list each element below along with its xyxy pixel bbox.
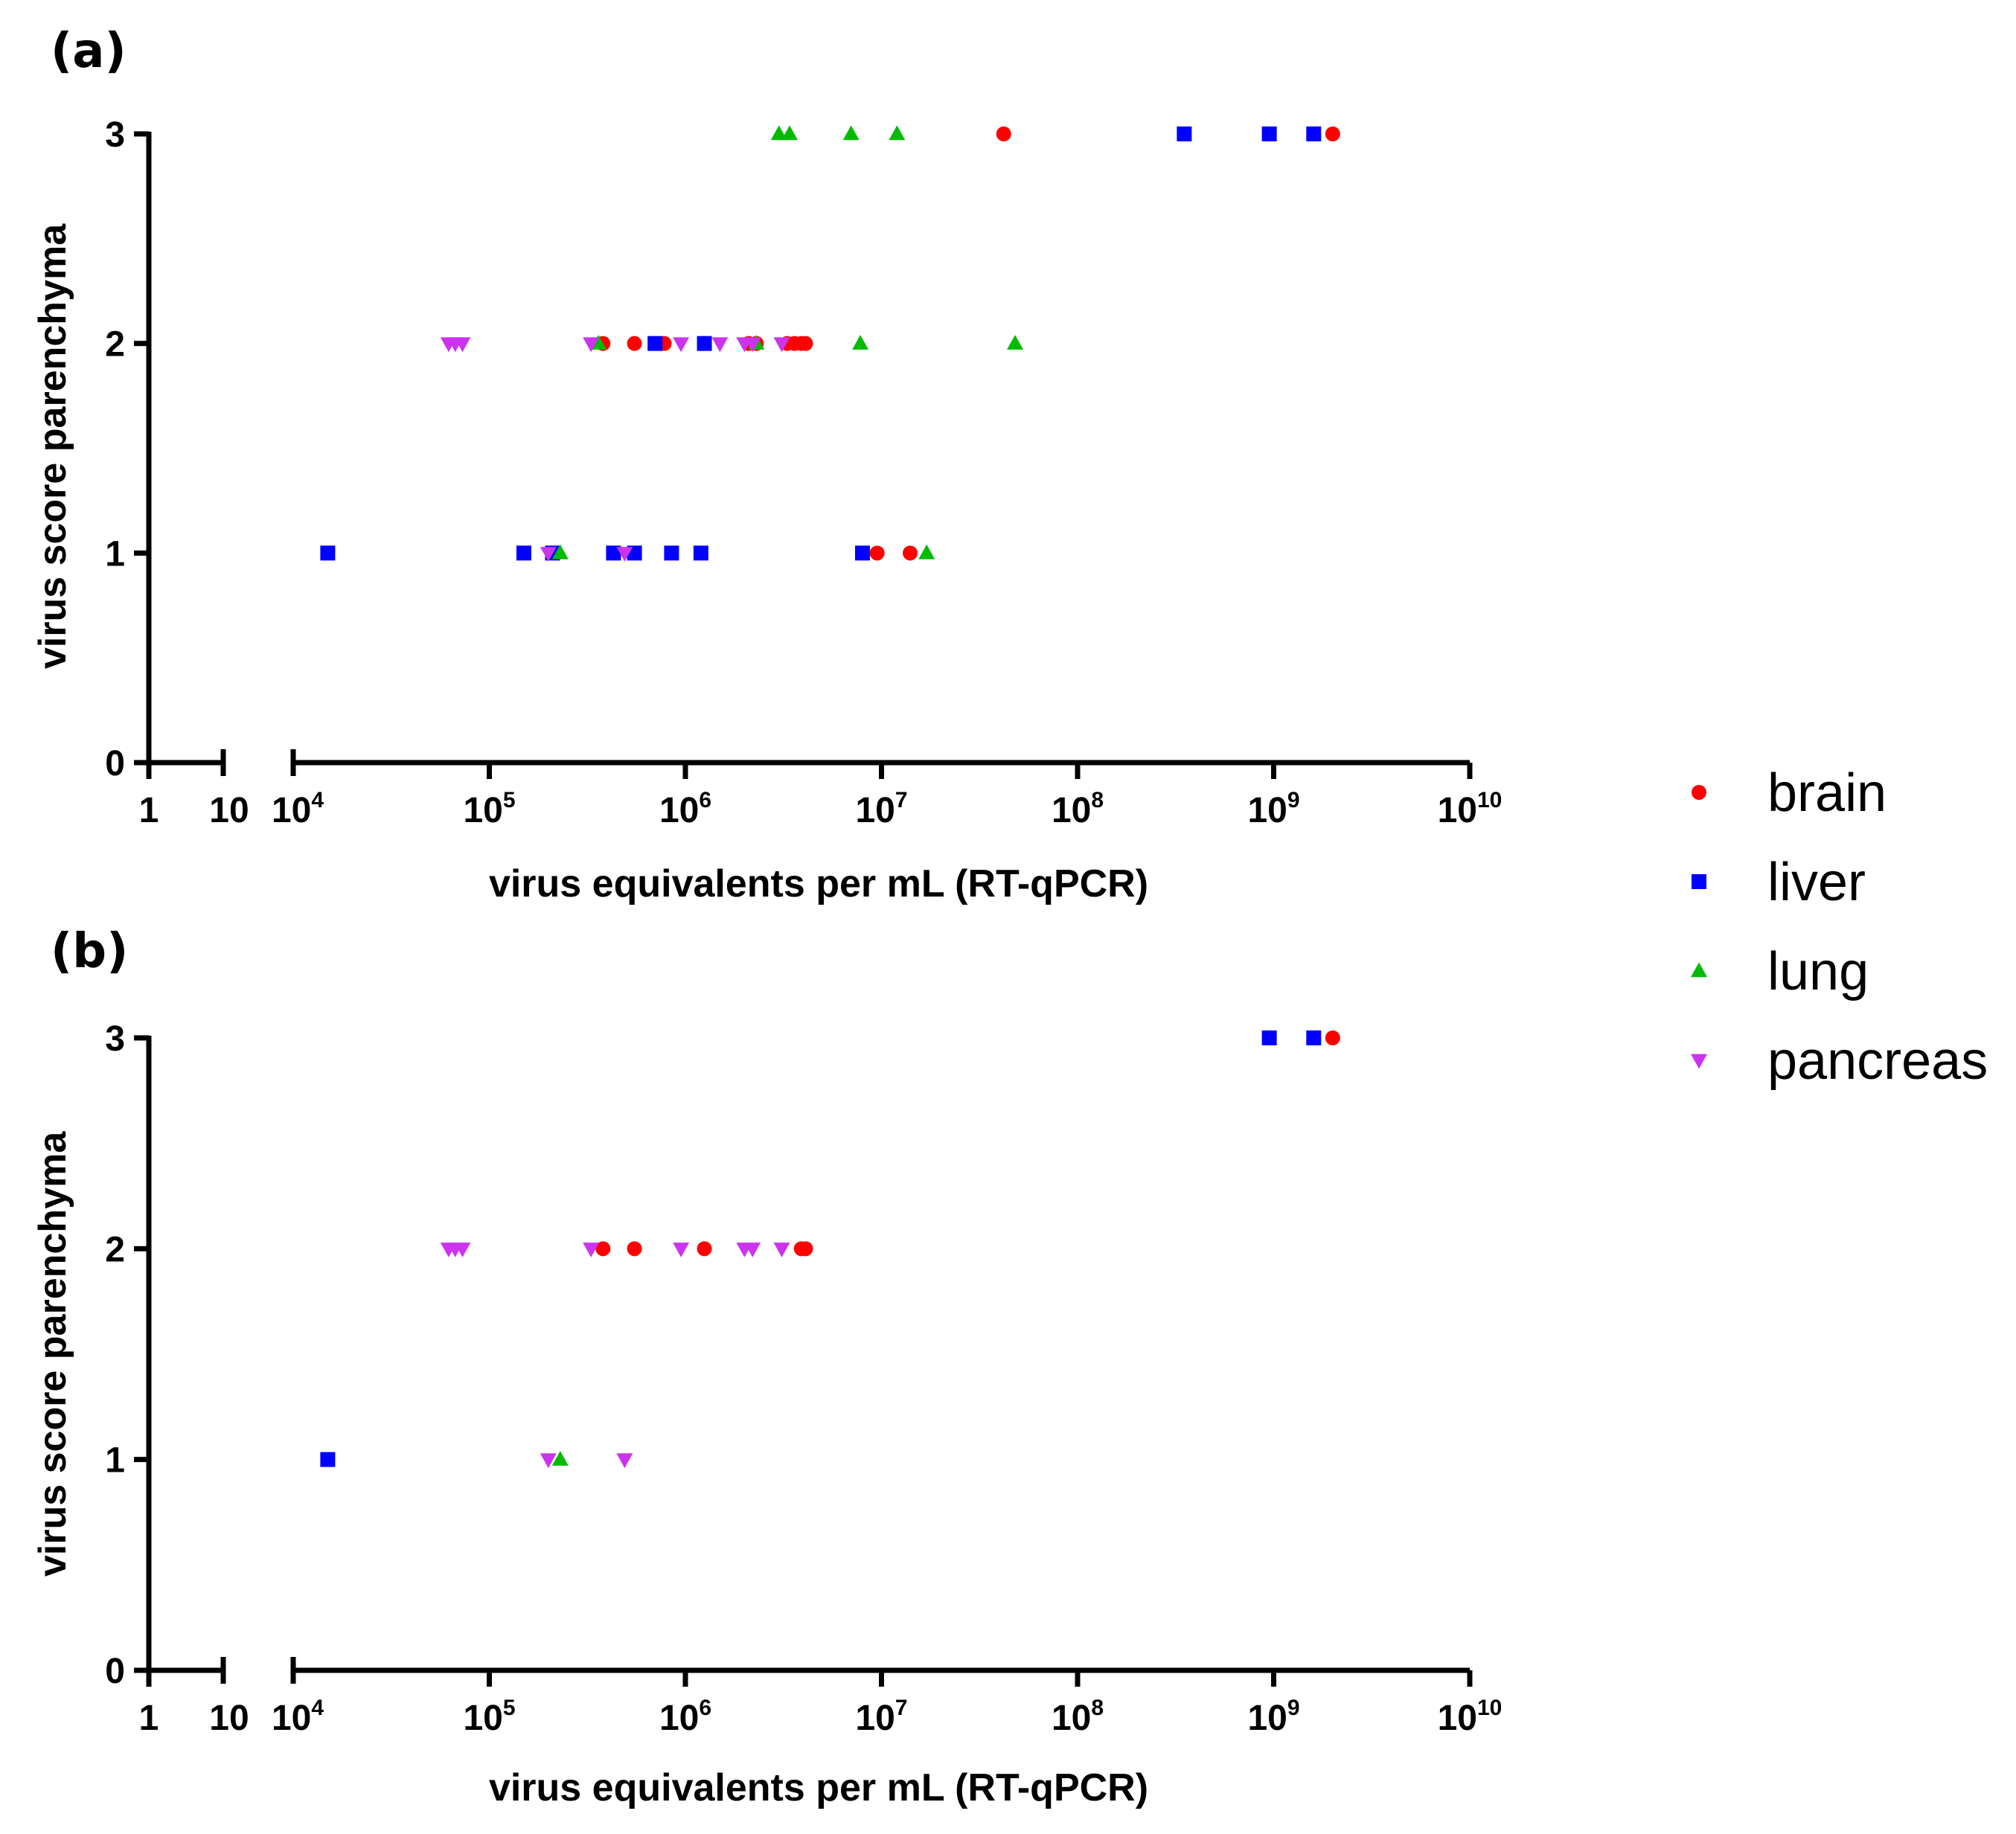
x-tick-label: 108 <box>1052 788 1104 830</box>
legend-marker-brain <box>1692 785 1706 800</box>
point-lung <box>781 125 799 141</box>
y-tick-label: 2 <box>105 1230 125 1269</box>
x-tick-label: 105 <box>463 1696 515 1738</box>
point-lung <box>770 125 787 141</box>
point-brain <box>627 1241 642 1257</box>
point-brain <box>1325 1030 1340 1045</box>
point-lung <box>551 544 569 560</box>
x-tick-label: 108 <box>1052 1696 1104 1738</box>
panel-label: (b) <box>51 924 128 979</box>
point-pancreas <box>744 1243 761 1257</box>
point-pancreas <box>616 1453 633 1469</box>
y-tick-label: 1 <box>105 534 125 574</box>
point-pancreas <box>744 337 761 353</box>
x-tick-label: 1 <box>139 791 159 830</box>
point-liver <box>664 545 679 561</box>
point-liver <box>1261 126 1277 141</box>
x-tick-label: 107 <box>855 788 907 830</box>
point-lung <box>1007 335 1024 350</box>
point-lung <box>852 335 869 350</box>
x-tick-label: 10 <box>209 1699 249 1738</box>
point-pancreas <box>454 1243 471 1257</box>
point-brain <box>595 1241 611 1257</box>
point-brain <box>903 545 918 561</box>
point-pancreas <box>583 337 600 353</box>
point-brain <box>627 336 642 351</box>
legend: brain liver lung pancreas <box>1691 763 1988 1091</box>
legend-item-brain: brain <box>1692 763 1887 823</box>
x-tick-label: 106 <box>659 788 711 830</box>
legend-item-liver: liver <box>1692 853 1866 912</box>
point-liver <box>1306 1030 1322 1045</box>
point-liver <box>320 1452 336 1467</box>
x-tick-label: 104 <box>272 788 324 830</box>
point-pancreas <box>454 337 471 353</box>
x-tick-label: 109 <box>1247 788 1299 830</box>
point-pancreas <box>673 1243 690 1257</box>
point-liver <box>516 545 531 561</box>
legend-label-lung: lung <box>1767 942 1869 1001</box>
x-tick-label: 109 <box>1247 1696 1299 1738</box>
point-brain <box>869 545 885 561</box>
x-axis-title: virus equivalents per mL (RT-qPCR) <box>489 862 1148 905</box>
x-tick-label: 10 <box>209 791 249 830</box>
point-brain <box>798 1241 813 1257</box>
point-pancreas <box>540 547 557 562</box>
legend-marker-liver <box>1692 874 1706 889</box>
x-tick-label: 104 <box>272 1696 324 1738</box>
legend-marker-pancreas <box>1691 1054 1707 1069</box>
point-liver <box>1177 126 1192 141</box>
point-brain <box>697 1241 712 1257</box>
legend-label-liver: liver <box>1767 853 1866 912</box>
point-pancreas <box>583 1243 600 1257</box>
point-pancreas <box>773 1243 790 1257</box>
x-tick-label: 107 <box>855 1696 907 1738</box>
legend-item-pancreas: pancreas <box>1691 1031 1988 1091</box>
point-lung <box>842 125 860 141</box>
point-brain <box>798 336 813 351</box>
x-tick-label: 1010 <box>1438 788 1503 830</box>
point-liver <box>320 545 336 561</box>
legend-label-brain: brain <box>1767 763 1887 823</box>
point-pancreas <box>616 547 633 562</box>
y-tick-label: 3 <box>105 115 125 155</box>
point-lung <box>551 1451 569 1466</box>
y-axis-title: virus score parenchyma <box>31 1131 74 1577</box>
point-pancreas <box>673 337 690 353</box>
point-lung <box>889 125 906 141</box>
x-tick-label: 105 <box>463 788 515 830</box>
point-liver <box>647 336 663 351</box>
y-tick-label: 2 <box>105 325 125 365</box>
point-lung <box>918 544 935 560</box>
x-axis-title: virus equivalents per mL (RT-qPCR) <box>489 1766 1148 1809</box>
y-tick-label: 3 <box>105 1019 125 1059</box>
y-axis-title: virus score parenchyma <box>31 223 74 669</box>
x-tick-label: 1 <box>139 1699 159 1738</box>
point-liver <box>1306 126 1322 141</box>
point-pancreas <box>773 337 790 353</box>
y-tick-label: 0 <box>105 1652 125 1691</box>
point-brain <box>996 126 1011 141</box>
point-pancreas <box>540 1453 557 1469</box>
point-brain <box>1325 126 1340 141</box>
y-tick-label: 1 <box>105 1441 125 1481</box>
panel-label: (a) <box>51 24 127 79</box>
point-liver <box>693 545 708 561</box>
legend-marker-lung <box>1691 962 1707 978</box>
x-tick-label: 106 <box>659 1696 711 1738</box>
legend-label-pancreas: pancreas <box>1767 1031 1988 1091</box>
legend-item-lung: lung <box>1691 942 1869 1001</box>
point-liver <box>854 545 870 561</box>
x-tick-label: 1010 <box>1438 1696 1503 1738</box>
point-liver <box>697 336 712 351</box>
point-liver <box>1261 1030 1277 1045</box>
point-liver <box>606 545 621 561</box>
point-pancreas <box>711 337 729 353</box>
y-tick-label: 0 <box>105 744 125 783</box>
